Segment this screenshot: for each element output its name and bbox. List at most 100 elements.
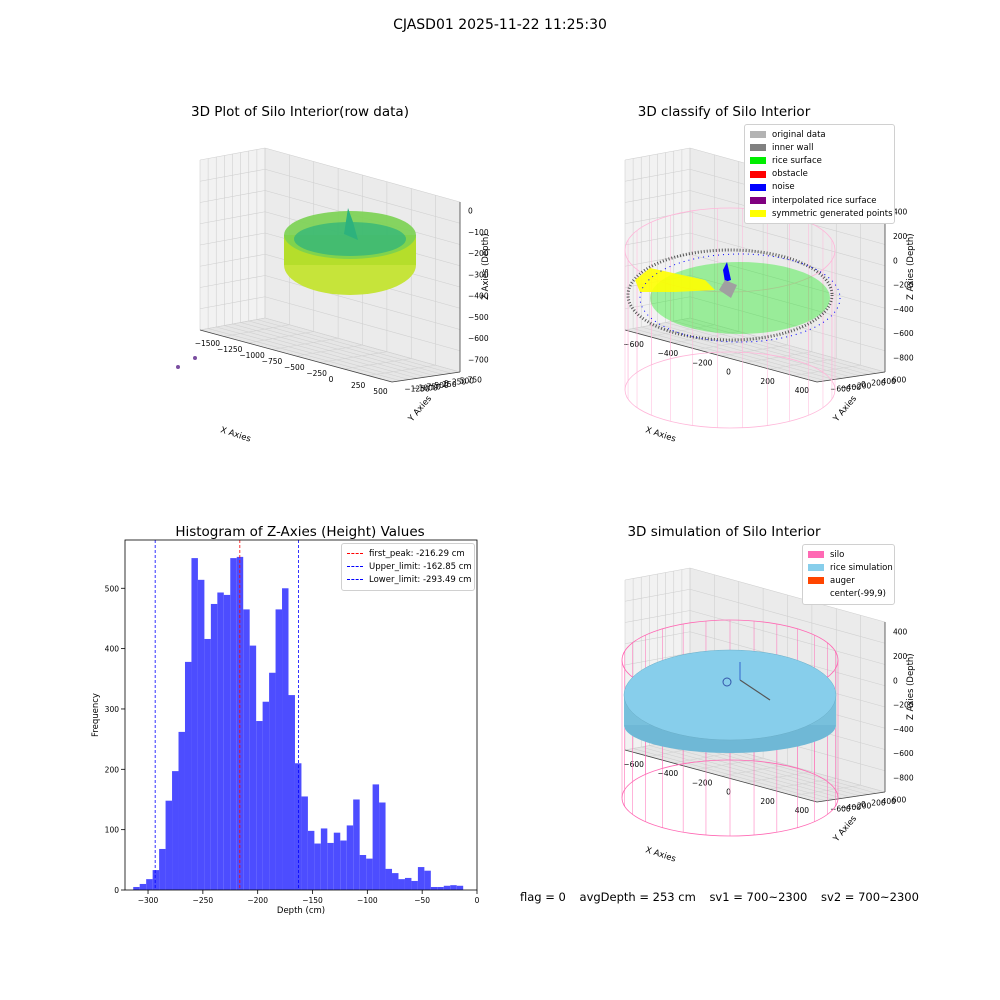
legend-item: symmetric generated points — [750, 207, 893, 220]
grid-line — [264, 275, 461, 330]
grid-line — [199, 296, 266, 310]
legend-item: noise — [750, 181, 889, 194]
legend-label: inner wall — [772, 142, 814, 153]
z-tick-label: −200 — [893, 701, 914, 710]
histogram-bar — [230, 558, 237, 890]
histogram-bar — [139, 883, 147, 890]
legend-swatch — [808, 564, 824, 572]
y-tick-label: −600 — [830, 385, 851, 394]
grid-line — [624, 317, 691, 331]
histogram-bar — [320, 828, 328, 890]
x-tick-label: −200 — [692, 358, 713, 367]
histogram-bar — [353, 799, 360, 890]
x-tick-label: 0 — [329, 375, 334, 384]
x-tick-label: −1500 — [195, 339, 221, 348]
grid-line — [232, 323, 427, 378]
y-axis-label: Y Axies — [831, 814, 859, 845]
legend-label: rice simulation — [830, 562, 893, 573]
z-tick-label: −200 — [468, 249, 489, 258]
histogram-bar — [385, 868, 393, 890]
x-axis-line — [624, 329, 818, 383]
x-tick-label: −600 — [623, 340, 644, 349]
pane-floor — [625, 318, 885, 382]
z-tick-label: 400 — [893, 628, 908, 637]
panel-title-classify: 3D classify of Silo Interior — [637, 104, 811, 120]
original-cluster — [719, 280, 737, 298]
y-tick-label: 0 — [861, 800, 866, 809]
legend-label: auger — [830, 575, 855, 586]
symmetric-points — [635, 268, 715, 292]
grid-line — [657, 323, 852, 378]
x-tick-label: −1000 — [239, 351, 265, 360]
histogram-bar — [392, 873, 399, 890]
x-tick-label: −250 — [193, 896, 214, 905]
grid-line — [240, 322, 435, 377]
histogram-bar — [217, 592, 224, 890]
y-tick-label: −200 — [851, 802, 872, 811]
peak — [344, 208, 358, 240]
z-axis-label: Z Axies (Depth) — [481, 233, 491, 300]
y-tick-label: 400 — [882, 797, 897, 806]
y-tick-label: −400 — [840, 383, 861, 392]
plot-frame — [124, 539, 478, 891]
legend-swatch — [750, 170, 766, 178]
legend-label: interpolated rice surface — [772, 195, 877, 206]
grid-line — [264, 317, 461, 373]
histogram-bar — [417, 867, 425, 890]
legend-label: rice surface — [772, 155, 822, 166]
legend-item: obstacle — [750, 168, 889, 181]
histogram-bar — [146, 879, 153, 890]
legend-label: original data — [772, 129, 826, 140]
noise-ring — [639, 253, 841, 343]
legend-swatch — [808, 551, 824, 559]
legend-item: rice surface — [750, 154, 889, 167]
y-tick-label: −500 — [428, 381, 449, 390]
rice-inner — [294, 222, 406, 256]
y-axis-line — [391, 371, 461, 383]
legend-label: Lower_limit: -293.49 cm — [369, 574, 472, 585]
x-tick-label: −200 — [247, 896, 268, 905]
x-tick-label: 400 — [795, 386, 810, 395]
grid-line — [689, 253, 886, 309]
x-tick-label: −200 — [692, 778, 713, 787]
grid-line — [343, 358, 412, 370]
x-tick-label: 200 — [760, 797, 775, 806]
y-tick-label: 400 — [882, 377, 897, 386]
x-tick-label: −400 — [658, 349, 679, 358]
legend-swatch — [347, 579, 363, 581]
legend-swatch — [347, 553, 363, 555]
x-tick-label: 200 — [760, 377, 775, 386]
z-tick-label: 0 — [468, 207, 473, 216]
histogram-bar — [152, 870, 160, 890]
flag-text: flag = 0 — [520, 890, 566, 904]
outlier-point — [176, 365, 180, 369]
avg-depth-text: avgDepth = 253 cm — [579, 890, 696, 904]
histogram-bar — [443, 885, 451, 890]
legend-swatch — [750, 144, 766, 152]
grid-line — [199, 317, 266, 331]
grid-line — [199, 275, 266, 288]
x-axis-label: Depth (cm) — [277, 906, 325, 916]
z-tick-label: −500 — [468, 313, 489, 322]
y-axis-label: Frequency — [91, 693, 101, 737]
legend-item: interpolated rice surface — [750, 194, 889, 207]
y-tick-label: −1000 — [412, 383, 438, 392]
y-tick-label: −200 — [851, 382, 872, 391]
z-tick-label: −400 — [468, 292, 489, 301]
x-axis-label: X Axies — [644, 425, 677, 444]
z-axis-label: Z Axies (Depth) — [906, 653, 916, 720]
x-axis-label: X Axies — [219, 425, 252, 444]
z-axis-label: Z Axies (Depth) — [906, 233, 916, 300]
histogram-bar — [159, 848, 166, 890]
y-tick-label: −250 — [436, 380, 457, 389]
legend-label: obstacle — [772, 169, 808, 180]
grid-line — [673, 320, 869, 375]
panel-title-simulation: 3D simulation of Silo Interior — [627, 524, 821, 540]
histogram-bar — [333, 832, 341, 890]
grid-line — [689, 296, 886, 352]
y-tick-label: 500 — [105, 584, 120, 593]
classify-legend: original data inner wall rice surface ob… — [744, 124, 895, 225]
grid-line — [744, 351, 812, 363]
grid-line — [624, 652, 691, 666]
z-tick-label: 200 — [893, 232, 908, 241]
